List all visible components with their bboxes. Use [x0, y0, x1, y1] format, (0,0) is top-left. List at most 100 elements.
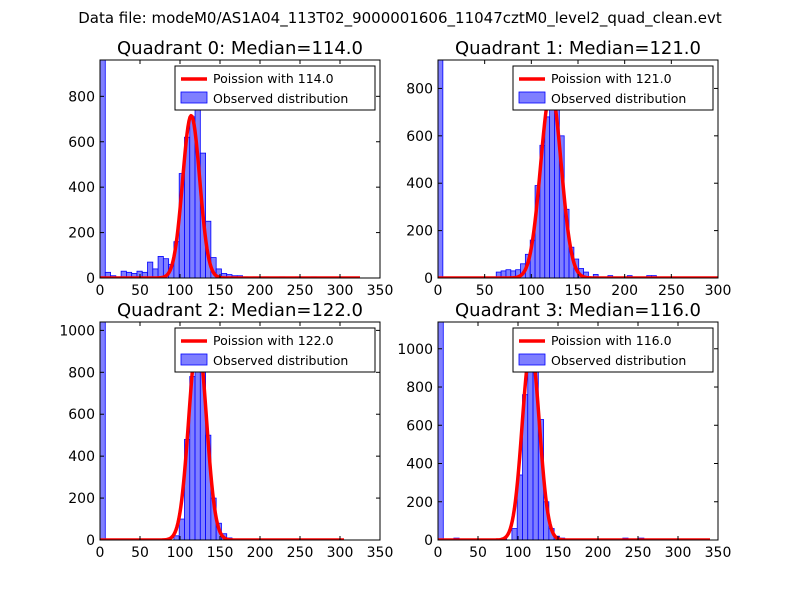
- legend-bar-label: Observed distribution: [551, 353, 686, 368]
- x-tick-label: 0: [434, 283, 443, 299]
- y-tick-label: 1000: [397, 342, 433, 358]
- x-tick-label: 150: [565, 283, 592, 299]
- y-tick-label: 400: [68, 449, 95, 465]
- y-tick-label: 0: [424, 271, 433, 287]
- y-tick-label: 600: [68, 135, 95, 151]
- quadrant-1-panel: Quadrant 1: Median=121.0 0 50 100 150 200 250 3…: [406, 38, 731, 299]
- y-tick-label: 800: [406, 380, 433, 396]
- y-tick-label: 800: [406, 81, 433, 97]
- plot-area: [438, 60, 718, 278]
- x-tick-label: 100: [167, 283, 194, 299]
- x-tick-label: 250: [287, 283, 314, 299]
- poisson-curve: [438, 89, 718, 278]
- x-tick-label: 150: [207, 283, 234, 299]
- x-tick-label: 350: [367, 283, 394, 299]
- histogram-bar: [438, 322, 444, 540]
- legend: Poission with 121.0 Observed distribution: [512, 65, 714, 111]
- y-tick-label: 0: [424, 533, 433, 549]
- legend-line-label: Poission with 116.0: [551, 333, 672, 348]
- x-tick-label: 250: [658, 283, 685, 299]
- y-tick-label: 200: [406, 224, 433, 240]
- legend-line-label: Poission with 114.0: [213, 71, 334, 86]
- figure-suptitle: Data file: modeM0/AS1A04_113T02_90000016…: [78, 9, 722, 28]
- x-tick-label: 200: [585, 545, 612, 561]
- x-tick-label: 100: [167, 545, 194, 561]
- legend-bar-label: Observed distribution: [213, 91, 348, 106]
- y-tick-label: 600: [406, 418, 433, 434]
- legend-bar-swatch: [518, 353, 546, 366]
- x-tick-label: 0: [434, 545, 443, 561]
- plot-area: [438, 322, 711, 540]
- quadrant-2-title: Quadrant 2: Median=122.0: [117, 300, 363, 321]
- quadrant-0-title: Quadrant 0: Median=114.0: [117, 38, 363, 59]
- x-tick-label: 50: [131, 545, 149, 561]
- subplot-grid: Quadrant 0: Median=114.0 0 50 100 150 200 250 3…: [59, 38, 731, 561]
- x-tick-label: 250: [625, 545, 652, 561]
- x-tick-label: 50: [476, 283, 494, 299]
- x-tick-label: 300: [327, 283, 354, 299]
- legend: Poission with 122.0 Observed distribution: [174, 327, 376, 373]
- histogram-bar: [157, 256, 164, 278]
- quadrant-1-title: Quadrant 1: Median=121.0: [455, 38, 701, 59]
- quadrant-3-title: Quadrant 3: Median=116.0: [455, 300, 701, 321]
- y-tick-label: 600: [68, 407, 95, 423]
- histogram-bar: [511, 528, 518, 540]
- histogram-bar: [438, 60, 444, 278]
- x-tick-label: 0: [96, 545, 105, 561]
- y-tick-label: 400: [406, 176, 433, 192]
- poisson-curve: [100, 337, 345, 540]
- x-tick-label: 150: [545, 545, 572, 561]
- legend-bar-label: Observed distribution: [551, 91, 686, 106]
- y-tick-label: 0: [86, 271, 95, 287]
- x-tick-label: 200: [247, 283, 274, 299]
- histogram-bar: [100, 60, 106, 278]
- axes-frame: [437, 321, 719, 541]
- x-tick-label: 150: [207, 545, 234, 561]
- quadrant-3-panel: Quadrant 3: Median=116.0 0 50 100 150 200 250 3…: [397, 300, 731, 561]
- y-tick-label: 400: [406, 457, 433, 473]
- quadrant-2-panel: Quadrant 2: Median=122.0 0 50 100 150 200 250 3…: [59, 300, 393, 561]
- legend-bar-swatch: [180, 353, 208, 366]
- x-tick-label: 300: [665, 545, 692, 561]
- legend-bar-label: Observed distribution: [213, 353, 348, 368]
- x-tick-label: 0: [96, 283, 105, 299]
- histogram-bar: [544, 116, 551, 278]
- legend-bar-swatch: [518, 91, 546, 104]
- x-tick-label: 200: [247, 545, 274, 561]
- histogram-bar: [147, 261, 154, 278]
- x-tick-label: 250: [287, 545, 314, 561]
- x-tick-label: 200: [611, 283, 638, 299]
- y-tick-label: 200: [68, 491, 95, 507]
- y-tick-label: 800: [68, 365, 95, 381]
- legend: Poission with 116.0 Observed distribution: [512, 327, 714, 373]
- histogram-bar: [549, 97, 555, 278]
- y-tick-label: 400: [68, 180, 95, 196]
- x-tick-label: 350: [705, 545, 732, 561]
- x-tick-label: 100: [518, 283, 545, 299]
- y-tick-label: 1000: [59, 323, 95, 339]
- x-tick-label: 300: [327, 545, 354, 561]
- histogram-bar: [173, 535, 180, 540]
- legend-box: [174, 327, 376, 373]
- plot-area: [100, 322, 345, 540]
- legend-line-label: Poission with 122.0: [213, 333, 334, 348]
- y-tick-label: 200: [68, 226, 95, 242]
- legend: Poission with 114.0 Observed distribution: [174, 65, 376, 111]
- legend-line-label: Poission with 121.0: [551, 71, 672, 86]
- y-tick-label: 200: [406, 495, 433, 511]
- histogram-bar: [189, 116, 196, 278]
- legend-box: [512, 65, 714, 111]
- y-tick-label: 800: [68, 89, 95, 105]
- axes-frame: [99, 321, 381, 541]
- legend-box: [512, 327, 714, 373]
- x-tick-label: 350: [367, 545, 394, 561]
- x-tick-label: 300: [705, 283, 732, 299]
- y-tick-label: 600: [406, 129, 433, 145]
- x-tick-label: 100: [505, 545, 532, 561]
- x-tick-label: 50: [469, 545, 487, 561]
- y-tick-label: 0: [86, 533, 95, 549]
- x-tick-label: 50: [131, 283, 149, 299]
- quadrant-0-panel: Quadrant 0: Median=114.0 0 50 100 150 200 250 3…: [68, 38, 393, 299]
- histogram-bar: [100, 322, 106, 540]
